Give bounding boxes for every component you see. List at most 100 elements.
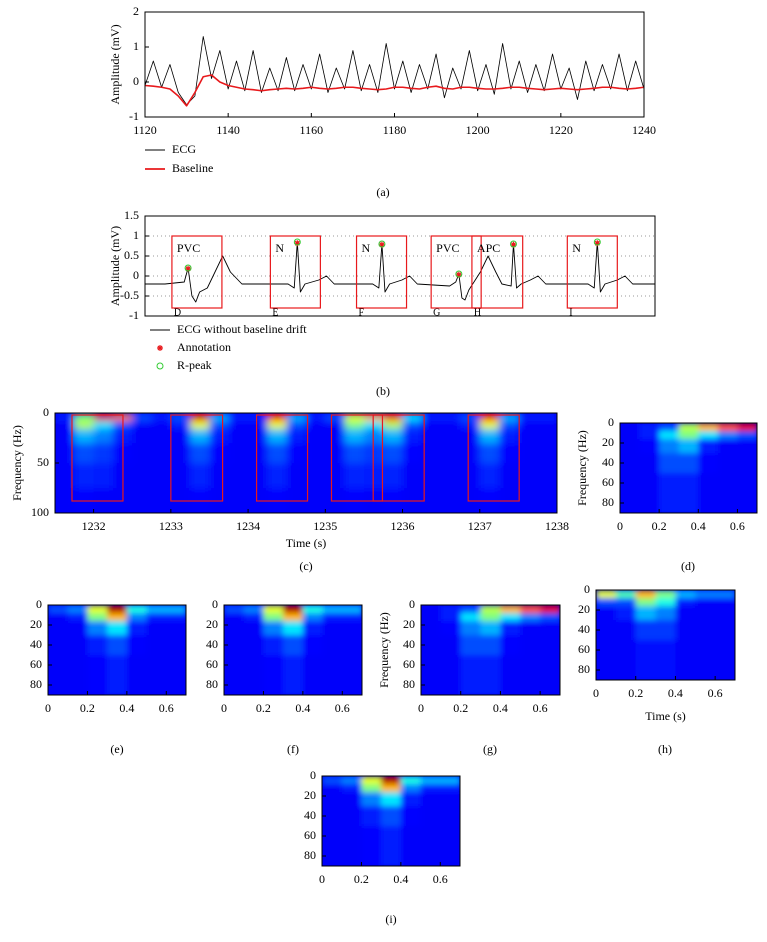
segment-label: N [362,241,371,255]
x-tick-label: 1236 [391,519,415,533]
axes-frame [321,775,461,867]
segment-label: N [572,241,581,255]
heatmap-cell [361,806,382,827]
heatmap-cells [48,605,186,695]
legend-label: ECG without baseline drift [177,322,307,336]
heatmap-cell [55,488,75,513]
heatmap-cell [342,635,362,656]
heatmap-cell [460,621,482,636]
heatmap-cell [363,463,384,489]
heatmap-cell [402,443,423,464]
heatmap-cell [441,443,462,464]
heatmap-cell [655,640,677,680]
x-tick-label: 1220 [549,123,573,137]
heatmap-cell [322,605,343,614]
heatmap-cell [460,443,481,464]
heatmap-cell [322,613,343,622]
heatmap-cell [715,606,735,621]
heatmap-cell [400,784,422,793]
heatmap-cell [421,421,442,430]
x-tick-label: 1140 [216,123,240,137]
heatmap-cell [400,806,422,827]
heatmap-cell [698,453,719,474]
heatmap-cell [243,613,265,622]
plot-area [596,590,735,680]
heatmap-cell [460,429,481,444]
y-tick-label: 2 [133,4,139,18]
heatmap-cell [479,429,500,444]
heatmap-cell [717,473,739,513]
heatmap-cell [698,439,719,454]
x-axis-label: Time (s) [645,709,686,723]
heatmap-cell [74,429,95,444]
heatmap-cell [499,413,519,422]
y-tick-label: 0.5 [124,248,139,262]
axes-frame [47,604,187,696]
legend: ECG without baseline drift Annotation R-pe… [150,322,307,372]
heatmap-cell [87,613,108,622]
x-tick-label: 0.2 [256,701,271,715]
heatmap-cell [93,429,114,444]
x-tick-label: 0.2 [652,519,667,533]
heatmap-cell [322,776,343,785]
y-tick-label: 40 [578,622,590,636]
series-line [145,36,644,106]
heatmap-cell [500,655,521,695]
heatmap-cell [132,413,153,422]
y-axis-label: Frequency (Hz) [377,612,391,688]
heatmap-cell [499,463,519,489]
heatmap-cell [48,605,69,614]
heatmap-cell [267,413,288,422]
segment-letter: I [569,307,572,318]
heatmap-cell [107,635,128,656]
x-tick-label: 0 [319,872,325,886]
x-tick-label: 1200 [466,123,490,137]
heatmap-cell [675,640,696,680]
heatmap-cell [322,655,343,695]
heatmap-cell [659,423,680,432]
x-tick-label: 1234 [236,519,260,533]
heatmap-cell [421,463,442,489]
heatmap-cell [675,606,696,621]
x-tick-label: 1240 [632,123,656,137]
heatmap-cell [209,413,230,422]
heatmap-cell [344,429,365,444]
heatmap-cell [170,429,191,444]
heatmap-cell [306,463,326,489]
heatmap-cell [420,806,441,827]
heatmap-cell [322,784,343,793]
x-tick-label: 0.6 [433,872,448,886]
heatmap-cell [363,421,384,430]
y-tick-label: 1 [133,228,139,242]
heatmap-cells [596,590,735,680]
heatmap-cell [87,621,108,636]
heatmap-cell [361,784,382,793]
heatmap-cell [737,423,757,432]
x-tick-label: 0.2 [354,872,369,886]
heatmap-cell [678,473,699,513]
heatmap-cell [675,620,696,641]
heatmap-cell [460,605,482,614]
heatmap-cell [361,776,382,785]
y-axis-label: Amplitude (mV) [108,226,122,306]
heatmap-cell [440,792,460,807]
r-peak-marker [184,264,192,272]
segment-box [170,414,224,502]
x-tick-label: 0 [45,701,51,715]
panel-caption: (b) [376,384,390,398]
y-tick-label: 20 [403,617,415,631]
x-tick-label: 1238 [545,519,569,533]
y-tick-label: 0 [212,597,218,611]
heatmap-cell [322,826,343,866]
heatmap-cells [620,423,757,513]
heatmap-cell [166,605,186,614]
heatmap-cell [190,429,211,444]
heatmap-cell [639,423,660,432]
heatmap-cell [361,792,382,807]
heatmap-cell [639,439,660,454]
x-tick-label: 0.4 [691,519,706,533]
heatmap-cell [659,473,680,513]
heatmap-cell [170,443,191,464]
x-tick-label: 0 [617,519,623,533]
x-tick-label: 1180 [383,123,407,137]
